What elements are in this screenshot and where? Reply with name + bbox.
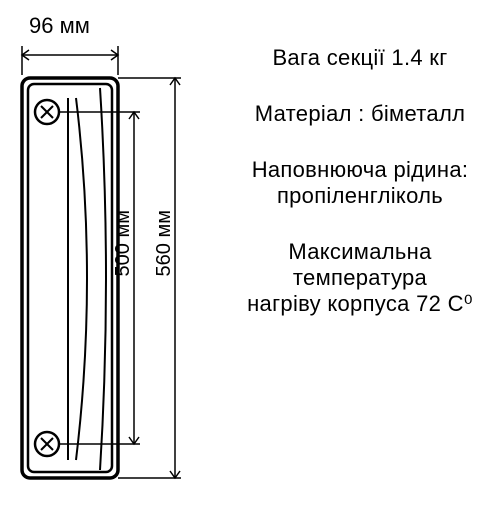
outer-height-dim-label: 560 мм [153,210,176,276]
width-dim-label: 96 мм [29,13,90,39]
inner-height-dim-label: 500 мм [112,210,135,276]
spec-material: Матеріал : біметалл [230,101,490,127]
spec-temp-line2: температура [230,265,490,291]
spec-text-pane: Вага секції 1.4 кг Матеріал : біметалл Н… [230,45,490,317]
dimension-diagram: 96 мм 500 мм 560 мм [0,0,220,500]
root: 96 мм 500 мм 560 мм Вага секції 1.4 кг М… [0,0,500,500]
spec-fluid-line2: пропіленгліколь [230,183,490,209]
spec-fluid-line1: Наповнююча рідина: [230,157,490,183]
spec-temp-line3: нагріву корпуса 72 С⁰ [230,291,490,317]
spec-temp-line1: Максимальна [230,239,490,265]
spec-weight: Вага секції 1.4 кг [230,45,490,71]
